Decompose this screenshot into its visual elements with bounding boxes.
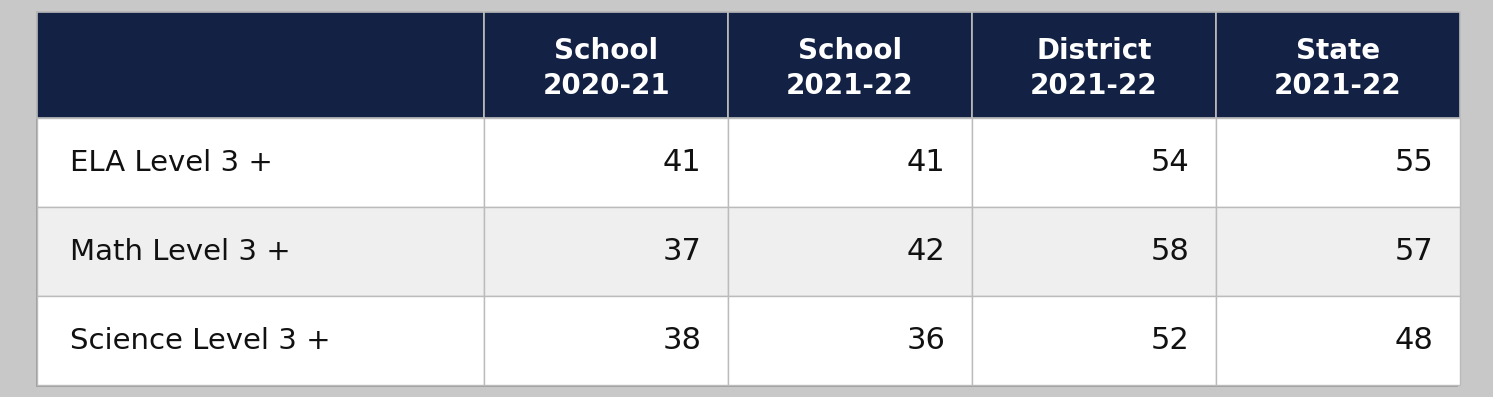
Text: ELA Level 3 +: ELA Level 3 + [70, 149, 273, 177]
Bar [972, 118, 1215, 207]
Bar [1215, 207, 1460, 296]
Text: 58: 58 [1150, 237, 1188, 266]
Text: District: District [1036, 37, 1151, 65]
Bar [972, 296, 1215, 385]
Bar [484, 118, 729, 207]
Text: 36: 36 [906, 326, 945, 355]
Text: Science Level 3 +: Science Level 3 + [70, 327, 331, 355]
Bar [1215, 296, 1460, 385]
Text: School: School [554, 37, 658, 65]
Bar [729, 118, 972, 207]
Bar [37, 12, 484, 118]
Text: 42: 42 [906, 237, 945, 266]
Text: 52: 52 [1150, 326, 1188, 355]
Bar [729, 12, 972, 118]
Text: 2021-22: 2021-22 [787, 72, 914, 100]
Bar [729, 207, 972, 296]
Bar [1215, 12, 1460, 118]
Text: 57: 57 [1394, 237, 1433, 266]
Bar [729, 296, 972, 385]
Text: Math Level 3 +: Math Level 3 + [70, 238, 291, 266]
Bar [484, 207, 729, 296]
Bar [37, 296, 484, 385]
Bar [972, 207, 1215, 296]
Text: 38: 38 [663, 326, 702, 355]
Text: State: State [1296, 37, 1380, 65]
Text: 54: 54 [1150, 148, 1188, 177]
Text: School: School [797, 37, 902, 65]
Bar [484, 12, 729, 118]
Bar [37, 207, 484, 296]
Text: 2020-21: 2020-21 [542, 72, 670, 100]
Text: 41: 41 [663, 148, 702, 177]
Text: 55: 55 [1394, 148, 1433, 177]
Bar [1215, 118, 1460, 207]
Text: 48: 48 [1394, 326, 1433, 355]
Bar [972, 12, 1215, 118]
Text: 37: 37 [663, 237, 702, 266]
Text: 2021-22: 2021-22 [1274, 72, 1402, 100]
Bar [37, 118, 484, 207]
Text: 2021-22: 2021-22 [1030, 72, 1157, 100]
Bar [484, 296, 729, 385]
Text: 41: 41 [906, 148, 945, 177]
